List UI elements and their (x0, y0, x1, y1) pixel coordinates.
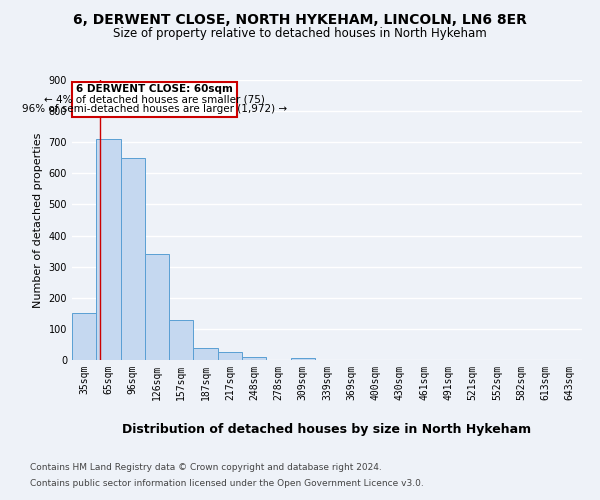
Text: Contains HM Land Registry data © Crown copyright and database right 2024.: Contains HM Land Registry data © Crown c… (30, 464, 382, 472)
Bar (242, 357, 266, 360)
Text: Contains public sector information licensed under the Open Government Licence v3: Contains public sector information licen… (30, 478, 424, 488)
Bar (96, 139, 121, 360)
Bar (169, 320, 193, 360)
Y-axis label: Number of detached properties: Number of detached properties (33, 132, 43, 308)
Text: 6 DERWENT CLOSE: 60sqm: 6 DERWENT CLOSE: 60sqm (76, 84, 233, 94)
Bar (121, 158, 145, 360)
Text: ← 4% of detached houses are smaller (75): ← 4% of detached houses are smaller (75) (44, 94, 265, 104)
Text: 96% of semi-detached houses are larger (1,972) →: 96% of semi-detached houses are larger (… (22, 104, 287, 115)
Bar (72, 314, 96, 360)
Text: 6, DERWENT CLOSE, NORTH HYKEHAM, LINCOLN, LN6 8ER: 6, DERWENT CLOSE, NORTH HYKEHAM, LINCOLN… (73, 12, 527, 26)
Text: Size of property relative to detached houses in North Hykeham: Size of property relative to detached ho… (113, 28, 487, 40)
Bar (193, 348, 218, 360)
FancyBboxPatch shape (73, 82, 237, 118)
Bar (145, 254, 169, 360)
Text: Distribution of detached houses by size in North Hykeham: Distribution of detached houses by size … (122, 422, 532, 436)
Bar (290, 358, 315, 360)
Bar (218, 352, 242, 360)
